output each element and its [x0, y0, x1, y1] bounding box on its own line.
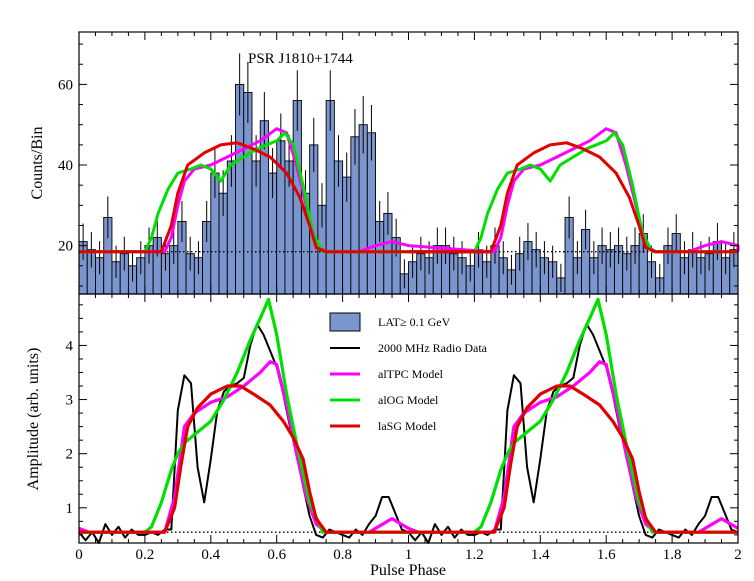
line-lasg-model-cycle1	[79, 141, 491, 254]
line-altpc-model-cycle2	[408, 127, 740, 254]
bottom-ticks: 0 0.2 0.4 0.6 0.8 1 1.2 1.4 1.6 1.8 2 1 2 3 4	[66, 294, 742, 563]
x-tick-label: 0.8	[333, 547, 352, 563]
y-tick-label: 60	[58, 77, 73, 93]
x-tick-label: 1.4	[531, 547, 550, 563]
x-tick-label: 0.6	[267, 547, 286, 563]
legend-label: LAT≥ 0.1 GeV	[378, 315, 451, 329]
top-model-lines	[79, 127, 740, 254]
x-tick-label: 1	[405, 547, 413, 563]
x-tick-label: 1.8	[663, 547, 682, 563]
y-tick-label: 20	[58, 239, 73, 255]
legend-swatch	[329, 312, 361, 332]
y-tick-label: 2	[66, 447, 74, 463]
bottom-panel: 0 0.2 0.4 0.6 0.8 1 1.2 1.4 1.6 1.8 2 1 2 3 4 LAT≥ 0.1…	[25, 293, 742, 579]
x-tick-label: 0.4	[201, 547, 220, 563]
top-ticks: 20 40 60	[58, 32, 739, 294]
line-altpc-model-cycle1	[79, 127, 492, 254]
y-tick-label: 4	[66, 338, 74, 354]
legend-label: 2000 MHz Radio Data	[378, 341, 488, 355]
line-altpc-model	[78, 360, 739, 534]
x-tick-label: 1.2	[465, 547, 484, 563]
x-tick-label: 2	[734, 547, 742, 563]
histogram-bar	[235, 83, 245, 295]
y-tick-label: 40	[58, 158, 73, 174]
y-tick-label: 3	[66, 393, 74, 409]
x-tick-label: 1.6	[597, 547, 616, 563]
legend-label: alTPC Model	[378, 367, 444, 381]
bottom-lines	[78, 297, 739, 544]
bottom-ylabel: Amplitude (arb. units)	[25, 348, 42, 491]
top-histogram	[78, 83, 739, 295]
legend: LAT≥ 0.1 GeV 2000 MHz Radio Data alTPC Mod…	[329, 312, 488, 433]
top-title: PSR J1810+1744	[248, 51, 353, 67]
top-panel: 20 40 60 PSR J1810+1744 Counts/Bin	[29, 31, 740, 295]
x-axis-label: Pulse Phase	[370, 562, 446, 579]
legend-label: alOG Model	[378, 393, 439, 407]
x-tick-label: 0.2	[136, 547, 155, 563]
y-tick-label: 1	[66, 501, 74, 517]
top-ylabel: Counts/Bin	[29, 127, 46, 200]
line-alog-model-cycle1	[79, 131, 475, 254]
line-alog-model-cycle2	[408, 131, 738, 254]
line-lasg-model	[79, 384, 738, 534]
legend-label: laSG Model	[378, 419, 437, 433]
x-tick-label: 0	[75, 547, 83, 563]
line-lasg-model-cycle2	[408, 141, 738, 254]
